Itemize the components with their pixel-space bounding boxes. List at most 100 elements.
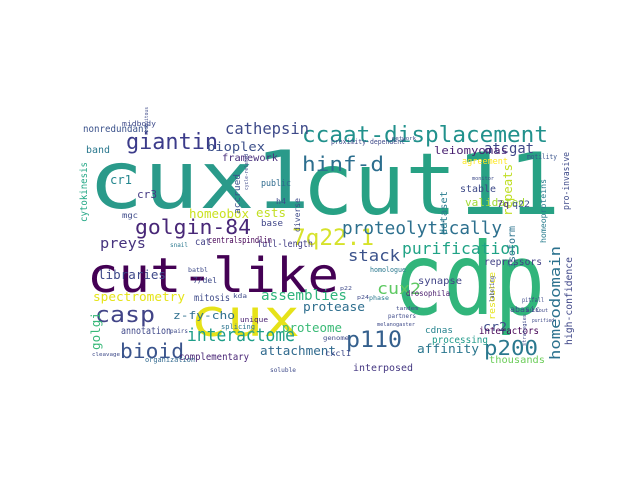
cloud-word: bioplex xyxy=(207,140,265,154)
cloud-word: preys xyxy=(100,236,146,252)
cloud-word: spectrometry xyxy=(93,290,185,304)
cloud-word: 7q xyxy=(497,200,509,210)
cloud-word: thousands xyxy=(489,355,545,366)
cloud-word: homologue xyxy=(370,266,406,274)
cloud-word: proximity-dependent xyxy=(331,138,405,146)
cloud-word: full-length xyxy=(257,239,313,250)
cloud-word: band xyxy=(86,145,110,156)
cloud-word: dataset xyxy=(439,191,450,235)
cloud-word: stack xyxy=(348,246,400,265)
cloud-word: diverse xyxy=(293,198,302,232)
cloud-word: libraries xyxy=(98,268,166,282)
cloud-word: golgin-84 xyxy=(135,215,251,239)
cloud-word: cathepsin xyxy=(225,119,309,138)
cloud-word: framework xyxy=(222,153,278,164)
cloud-word: cux1 xyxy=(88,134,310,227)
cloud-word: processing xyxy=(432,335,488,346)
cloud-word: cut11 xyxy=(302,135,560,235)
cloud-word: stable xyxy=(460,184,496,195)
cloud-word: p110 xyxy=(346,328,402,353)
cloud-word: attachment xyxy=(260,344,336,358)
cloud-word: monitor xyxy=(472,176,494,182)
cloud-word: z-fy-cho xyxy=(173,309,235,322)
cloud-word: cleavage xyxy=(92,352,120,358)
cloud-word: cat xyxy=(195,237,211,248)
cloud-word: giantin xyxy=(126,130,218,155)
cloud-word: casp xyxy=(95,303,155,328)
cloud-word: cut-like xyxy=(87,248,339,304)
cloud-word: cr1 xyxy=(110,173,132,187)
cloud-word: cr3 xyxy=(137,188,157,201)
cloud-word: without xyxy=(526,308,548,314)
cloud-word: homeobox xyxy=(189,207,249,221)
cloud-word: validated xyxy=(465,196,525,209)
cloud-word: accrued xyxy=(233,174,243,214)
cloud-word: proteome xyxy=(282,321,342,335)
cloud-word: assemblies xyxy=(261,288,347,304)
cloud-word: cxcl1 xyxy=(325,349,351,358)
cloud-word: p24 xyxy=(357,295,369,301)
cloud-word: cux2 xyxy=(377,279,421,298)
cloud-word: interactome xyxy=(187,325,295,346)
cloud-word: base xyxy=(261,219,283,229)
cloud-word: bioid xyxy=(120,339,184,363)
cloud-word: soluble xyxy=(270,367,296,374)
cloud-word: agreement xyxy=(462,157,508,167)
cloud-word: repeats xyxy=(501,164,515,216)
cloud-background xyxy=(80,120,560,360)
cloud-word: nonredundant xyxy=(83,124,149,135)
cloud-word: interposed xyxy=(353,363,413,374)
cloud-word: p200 xyxy=(484,336,538,360)
cloud-word: atcgat xyxy=(484,141,534,157)
cloud-word: purification xyxy=(402,239,520,258)
cloud-word: motility xyxy=(527,153,557,161)
cloud-word: homeoproteins xyxy=(539,179,548,243)
cloud-word: labeling xyxy=(489,276,496,302)
cloud-word: hinf-d xyxy=(302,152,384,176)
cloud-word: centralspindlin xyxy=(208,236,272,246)
cloud-word: interactors xyxy=(479,326,539,337)
cloud-word: ests xyxy=(256,206,286,220)
cloud-word: tandem xyxy=(396,306,418,312)
cloud-word: cdnas xyxy=(425,326,453,336)
cloud-word: annotation xyxy=(121,326,171,337)
cloud-word: splicing xyxy=(221,323,255,331)
cloud-word: mgc xyxy=(122,211,138,220)
cloud-word: synapse xyxy=(418,276,462,287)
cloud-word: cytokinesis xyxy=(79,162,90,222)
cloud-word: snail xyxy=(170,242,188,249)
cloud-word: melanogaster xyxy=(377,322,415,328)
cloud-word: strategies xyxy=(522,314,528,346)
cloud-word: mitosis xyxy=(194,293,230,304)
cloud-word: unique xyxy=(240,316,268,324)
cloud-word: repressors xyxy=(484,257,542,268)
cloud-word: resource xyxy=(488,272,498,320)
cloud-word: cux xyxy=(190,289,300,349)
cloud-word: pairs xyxy=(170,328,188,335)
cloud-word: 7q22.1 xyxy=(292,226,374,251)
cloud-word: batbl xyxy=(188,267,208,274)
cloud-word: cr2 xyxy=(483,320,507,334)
cloud-word: pro-invasive xyxy=(562,152,572,210)
cloud-word: drosophila xyxy=(406,289,450,298)
cloud-word: h4 xyxy=(276,197,286,206)
cloud-word: isoform xyxy=(507,226,518,268)
cloud-word: genome xyxy=(323,335,349,342)
cloud-word: abasic xyxy=(510,305,540,314)
cloud-word: leiomyomas xyxy=(434,144,508,157)
cloud-word: protease xyxy=(303,300,365,314)
cloud-word: q22 xyxy=(512,200,530,210)
cloud-word: ccaat-displacement xyxy=(302,123,548,148)
cloud-word: purified xyxy=(532,318,554,324)
cloud-word: 7/del xyxy=(193,276,217,285)
cloud-word: p22 xyxy=(340,286,352,292)
cloud-word: high-confidence xyxy=(564,257,575,345)
cloud-word: proteolytically xyxy=(342,218,502,239)
cloud-word: ubiquitous xyxy=(144,107,150,135)
cloud-word: midbody xyxy=(122,120,156,128)
cloud-word: pitfall xyxy=(522,297,544,304)
cloud-word: organization xyxy=(145,356,195,364)
cloud-word: partners xyxy=(388,313,416,320)
cloud-word: network xyxy=(392,136,416,142)
